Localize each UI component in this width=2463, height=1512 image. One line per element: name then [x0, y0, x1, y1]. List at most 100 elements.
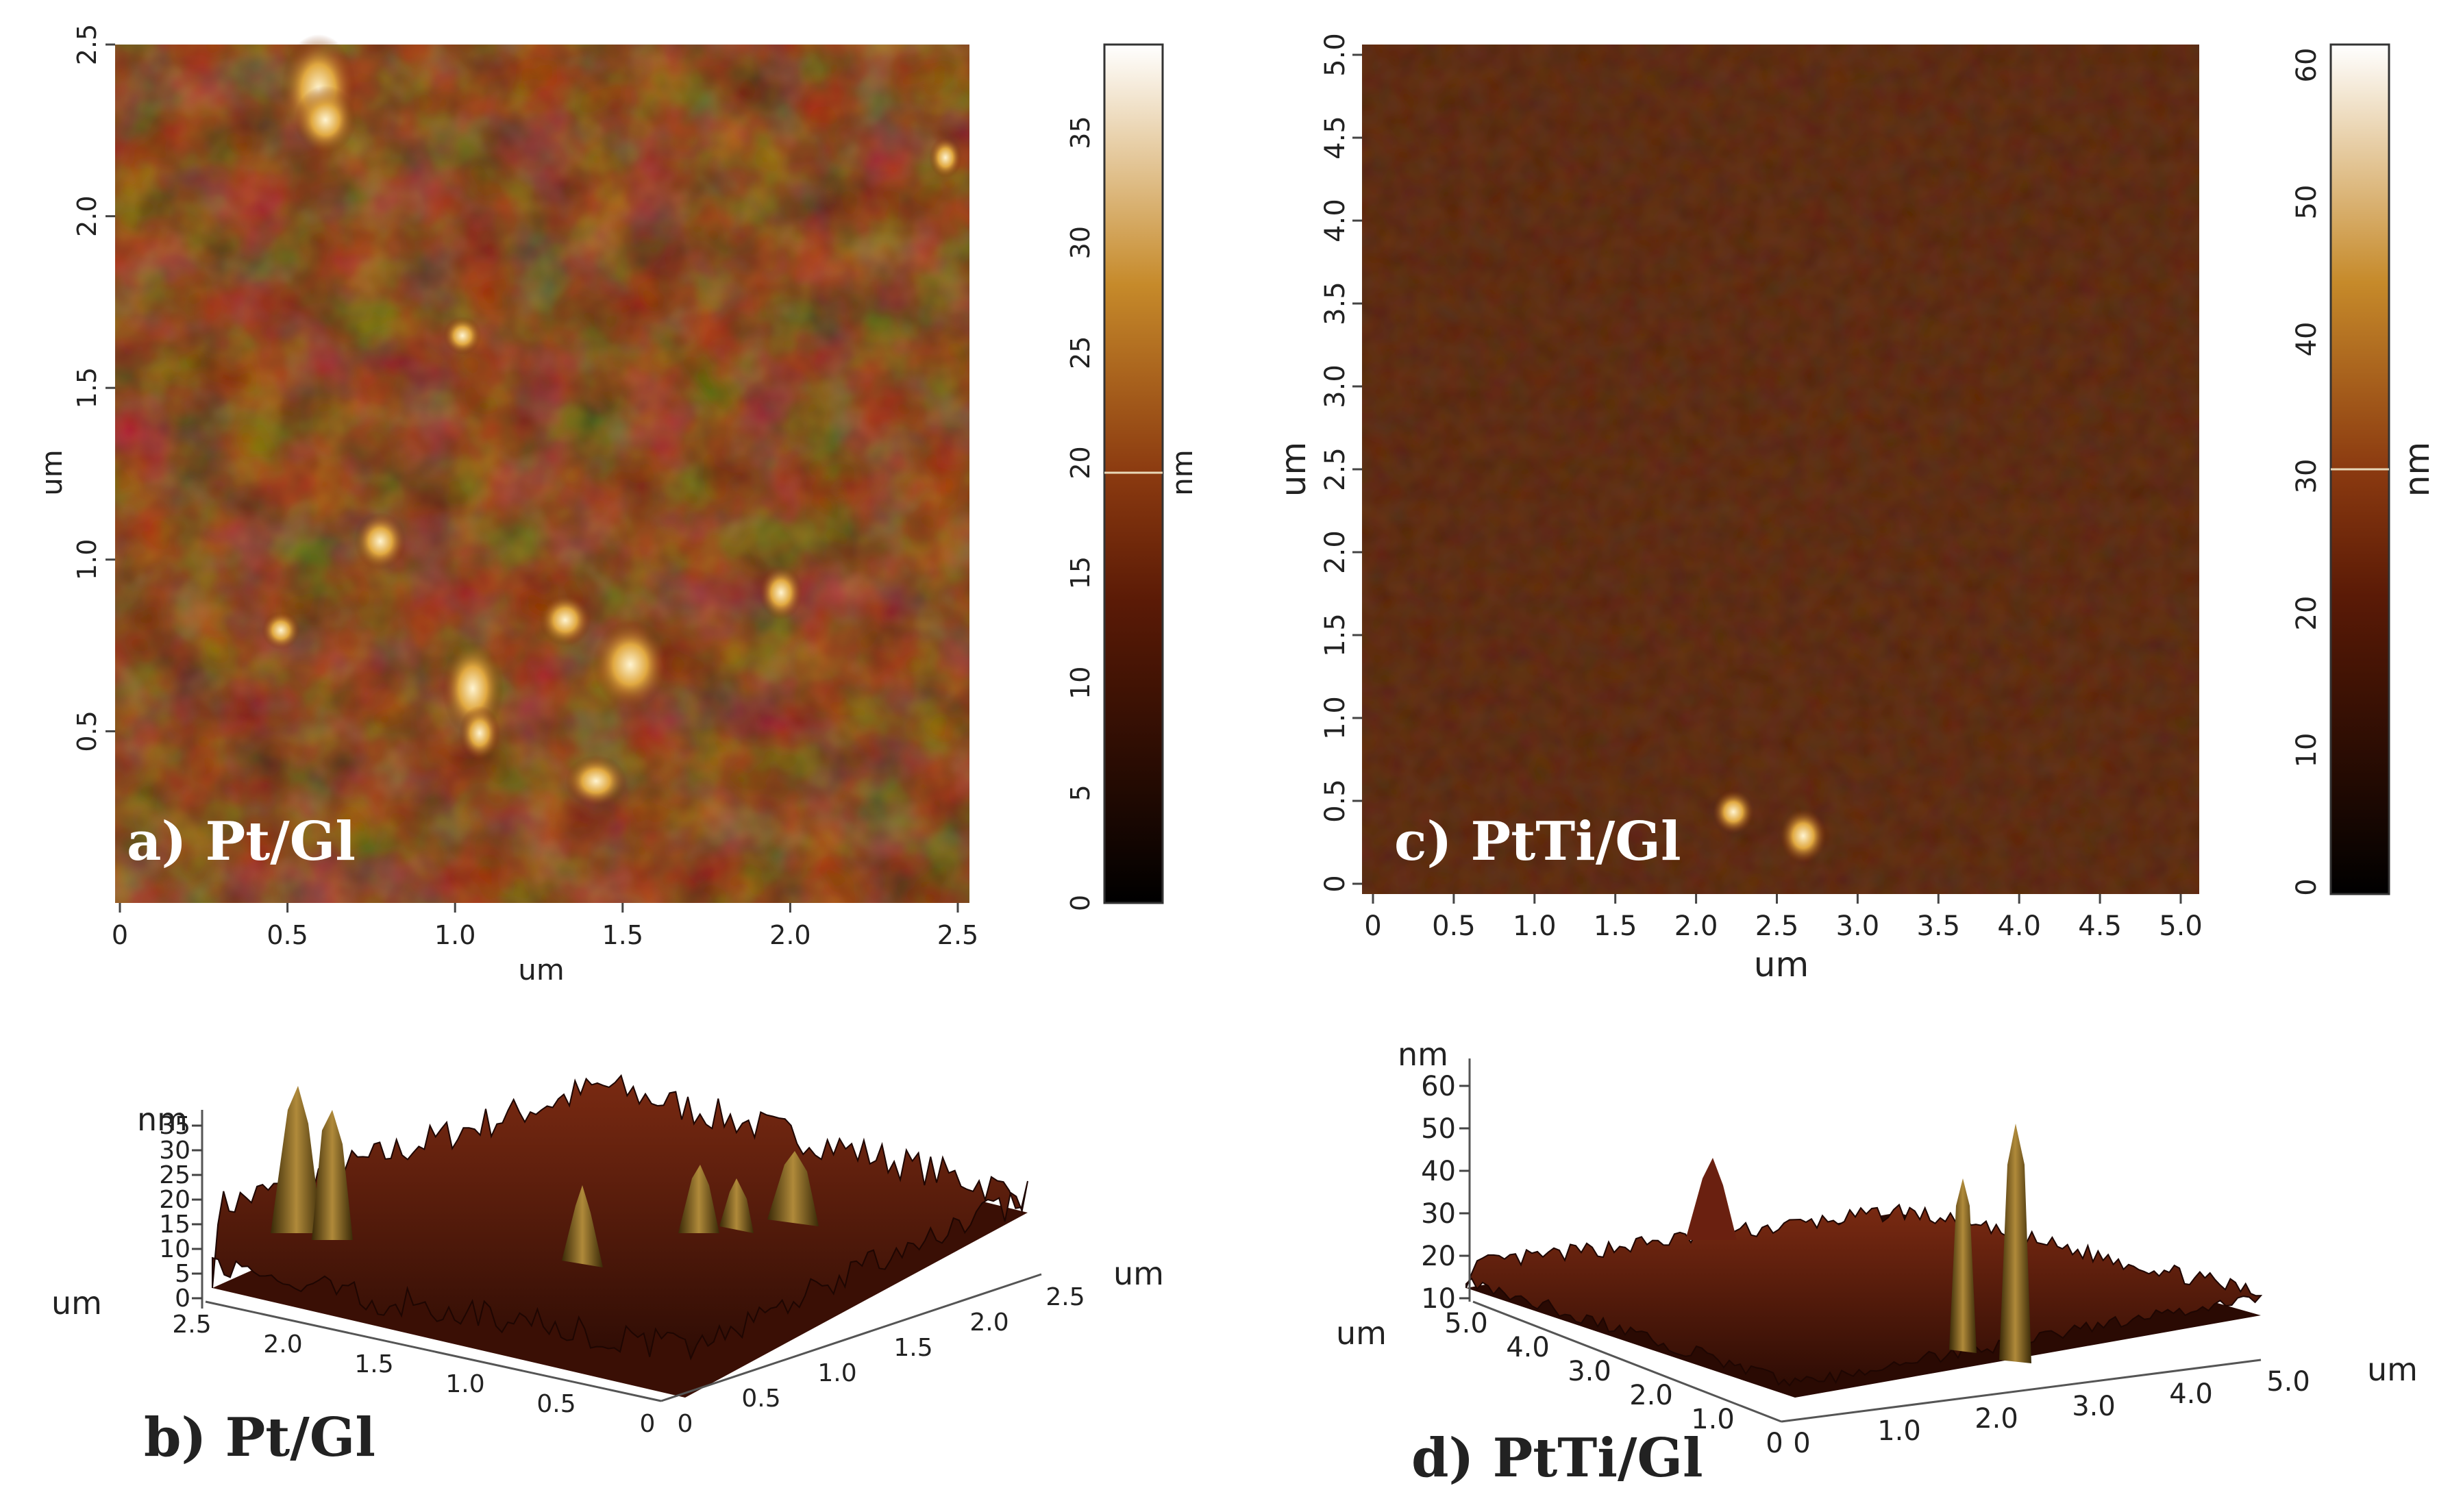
left-axis-unit-b: um [51, 1285, 102, 1322]
left-axis-unit-d: um [1336, 1315, 1387, 1352]
caption-a: a) Pt/Gl [127, 810, 356, 873]
z-tick-label: 15 [159, 1211, 190, 1239]
y-tick-label: 3.0 [1320, 364, 1351, 408]
x-tick-label: 2.5 [1755, 910, 1799, 942]
y-tick-label: 5.0 [1320, 33, 1351, 77]
z-axis-label-b: nm [137, 1101, 188, 1138]
caption-d: d) PtTi/Gl [1411, 1427, 1703, 1489]
x-axis-ticks-a: 0 0.5 1.0 1.5 2.0 2.5 [112, 903, 978, 950]
right-axis-ticks-d: 0 1.0 2.0 3.0 4.0 5.0 [1793, 1366, 2310, 1459]
colorbar-tick-label: 40 [2291, 322, 2323, 357]
x-tick-label: 0.5 [1432, 910, 1476, 942]
colorbar-tick-label: 35 [1065, 116, 1096, 149]
x-tick-label: 1.0 [434, 920, 475, 950]
panel-a-afm-2d-map: a) Pt/Gl 0 0.5 1.0 1.5 2.0 2.5 0.5 1.0 1.5 2.0 2.… [35, 24, 1199, 987]
x-tick-label: 0 [1364, 910, 1381, 942]
left-axis-tick-label: 4.0 [1506, 1332, 1550, 1363]
left-axis-tick-label: 0.5 [536, 1390, 575, 1418]
peaks-b [271, 1086, 819, 1267]
colorbar-tick-label: 30 [2291, 459, 2323, 494]
x-tick-label: 4.0 [1997, 910, 2041, 942]
colorbar-tick-label: 20 [2291, 596, 2323, 631]
colorbar-label-c: nm [2397, 442, 2437, 497]
z-tick-label: 50 [1421, 1113, 1456, 1145]
y-tick-label: 2.0 [1320, 530, 1351, 574]
x-tick-label: 1.5 [1594, 910, 1637, 942]
y-tick-label: 2.0 [72, 195, 102, 236]
right-axis-tick-label: 0 [678, 1410, 693, 1438]
colorbar-tick-label: 10 [1065, 667, 1096, 699]
y-tick-label: 3.5 [1320, 282, 1351, 325]
z-tick-label: 5 [175, 1260, 190, 1288]
z-tick-label: 10 [1421, 1283, 1456, 1315]
right-axis-tick-label: 3.0 [2072, 1391, 2116, 1422]
y-tick-label: 0 [1320, 875, 1351, 892]
y-tick-label: 2.5 [72, 24, 102, 65]
colorbar-ticks-a: 0 5 10 15 20 25 30 35 [1065, 116, 1096, 911]
left-axis-ticks-b: 2.5 2.0 1.5 1.0 0.5 0 [172, 1311, 655, 1438]
z-tick-label: 40 [1421, 1156, 1456, 1187]
left-axis-tick-label: 3.0 [1568, 1356, 1611, 1387]
colorbar-tick-label: 50 [2291, 185, 2323, 220]
colorbar-tick-label: 0 [1065, 895, 1096, 911]
right-axis-unit-d: um [2367, 1351, 2418, 1388]
colorbar-tick-label: 25 [1065, 336, 1096, 369]
right-axis-tick-label: 1.0 [817, 1359, 856, 1387]
y-tick-label: 2.5 [1320, 447, 1351, 491]
x-tick-label: 3.0 [1836, 910, 1880, 942]
right-axis-b [660, 1273, 1042, 1402]
grain-highlights-a [262, 34, 962, 807]
panel-c-afm-2d-map: c) PtTi/Gl 0 0.5 1.0 1.5 2.0 2.5 3.0 3.5 4.0 4.5 5… [1274, 33, 2437, 984]
peaks-d [1685, 1124, 2031, 1363]
left-axis-tick-label: 5.0 [1444, 1308, 1488, 1339]
right-axis-tick-label: 4.0 [2169, 1378, 2213, 1410]
afm-texture-a [115, 45, 969, 903]
caption-c: c) PtTi/Gl [1394, 810, 1681, 873]
y-axis-label-a: um [35, 449, 69, 496]
y-tick-label: 1.0 [72, 539, 102, 580]
z-tick-label: 10 [159, 1235, 190, 1263]
z-tick-label: 0 [175, 1285, 190, 1313]
y-axis-ticks-c: 0 0.5 1.0 1.5 2.0 2.5 3.0 3.5 4.0 4.5 5.0 [1320, 33, 1362, 893]
right-axis-tick-label: 1.0 [1877, 1415, 1921, 1447]
x-axis-label-c: um [1754, 945, 1809, 984]
right-axis-tick-label: 2.0 [1975, 1403, 2018, 1435]
left-axis-tick-label: 0 [640, 1410, 656, 1438]
x-tick-label: 0.5 [267, 920, 308, 950]
z-tick-label: 20 [1421, 1241, 1456, 1272]
left-axis-tick-label: 1.0 [1691, 1404, 1735, 1435]
z-axis-label-d: nm [1398, 1036, 1448, 1073]
x-tick-label: 5.0 [2159, 910, 2203, 942]
colorbar-ticks-c: 0 10 20 30 40 50 60 [2291, 48, 2323, 896]
surface-b [212, 1074, 1028, 1361]
y-tick-label: 1.5 [72, 367, 102, 408]
x-tick-label: 3.5 [1916, 910, 1960, 942]
y-tick-label: 1.0 [1320, 696, 1351, 740]
colorbar-tick-label: 0 [2291, 878, 2323, 895]
x-tick-label: 2.0 [1674, 910, 1718, 942]
colorbar-tick-label: 10 [2291, 733, 2323, 768]
x-tick-label: 4.5 [2078, 910, 2122, 942]
y-tick-label: 4.5 [1320, 116, 1351, 160]
right-axis-d [1781, 1359, 2262, 1423]
x-tick-label: 1.0 [1513, 910, 1557, 942]
x-tick-label: 2.0 [769, 920, 810, 950]
y-tick-label: 1.5 [1320, 613, 1351, 657]
colorbar-tick-label: 30 [1065, 226, 1096, 259]
z-tick-label: 35 [159, 1112, 190, 1140]
y-tick-label: 0.5 [72, 710, 102, 752]
right-axis-tick-label: 5.0 [2266, 1366, 2310, 1398]
x-tick-label: 2.5 [937, 920, 978, 950]
right-axis-tick-label: 2.5 [1045, 1283, 1085, 1311]
left-axis-tick-label: 2.0 [263, 1330, 302, 1359]
z-tick-label: 60 [1421, 1071, 1456, 1102]
colorbar-tick-label: 5 [1065, 784, 1096, 801]
grain-highlights-c [1713, 790, 1827, 863]
y-tick-label: 4.0 [1320, 199, 1351, 243]
left-axis-tick-label: 2.0 [1629, 1380, 1673, 1411]
colorbar-tick-label: 60 [2291, 48, 2323, 83]
left-axis-tick-label: 1.0 [445, 1370, 484, 1398]
